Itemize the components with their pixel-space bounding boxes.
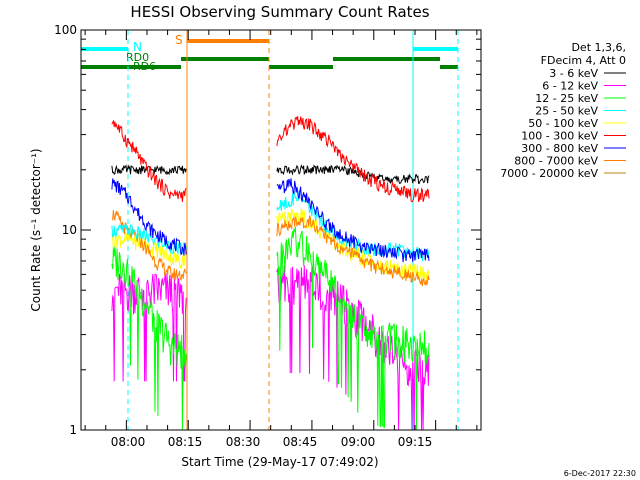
legend-entry-label: 100 - 300 keV xyxy=(521,130,598,143)
x-tick-label: 08:45 xyxy=(283,435,318,449)
series-line-12-25 xyxy=(276,226,430,431)
chart-title: HESSI Observing Summary Count Rates xyxy=(130,3,429,21)
legend-entry-label: 6 - 12 keV xyxy=(542,80,598,93)
legend-entry-label: 25 - 50 keV xyxy=(535,105,598,118)
legend-entry-label: 12 - 25 keV xyxy=(535,92,598,105)
rd6-label: RD6 xyxy=(133,60,156,73)
series-line-800-7000 xyxy=(276,214,430,287)
x-tick-label: 08:30 xyxy=(226,435,261,449)
legend-entry-label: 800 - 7000 keV xyxy=(514,155,598,168)
legend-header-2: FDecim 4, Att 0 xyxy=(541,54,626,67)
x-tick-label: 08:15 xyxy=(168,435,203,449)
legend-entry-label: 3 - 6 keV xyxy=(549,67,598,80)
x-axis-label: Start Time (29-May-17 07:49:02) xyxy=(181,455,378,469)
series-line-100-300 xyxy=(111,119,187,202)
y-axis-label: Count Rate (s⁻¹ detector⁻¹) xyxy=(29,148,43,311)
status-bars: S N RD0 RD6 xyxy=(81,33,458,73)
y-tick-label: 100 xyxy=(54,23,77,37)
rd0-label: RD0 xyxy=(126,51,149,64)
night-label: S xyxy=(175,33,183,47)
legend-entry-label: 300 - 800 keV xyxy=(521,142,598,155)
series-line-12-25 xyxy=(111,246,187,431)
y-tick-label: 10 xyxy=(62,223,77,237)
x-tick-label: 09:00 xyxy=(341,435,376,449)
series-line-800-7000 xyxy=(111,209,187,282)
legend-header-1: Det 1,3,6, xyxy=(571,41,626,54)
series-line-6-12 xyxy=(276,265,430,431)
series-layer xyxy=(111,116,430,431)
axis-ticks xyxy=(81,29,481,431)
series-line-100-300 xyxy=(276,116,430,203)
series-line-300-800 xyxy=(276,178,430,263)
date-stamp: 6-Dec-2017 22:30 xyxy=(564,469,636,478)
saa-label: N xyxy=(133,40,142,54)
series-line-300-800 xyxy=(111,178,187,256)
series-line-3-6 xyxy=(111,164,187,176)
legend-entry-label: 50 - 100 keV xyxy=(528,117,598,130)
y-tick-label: 1 xyxy=(69,423,77,437)
x-tick-label: 08:00 xyxy=(111,435,146,449)
series-line-50-100 xyxy=(111,230,187,269)
series-line-25-50 xyxy=(111,223,187,255)
legend-entry-label: 7000 - 20000 keV xyxy=(500,167,598,180)
x-tick-label: 09:15 xyxy=(398,435,433,449)
